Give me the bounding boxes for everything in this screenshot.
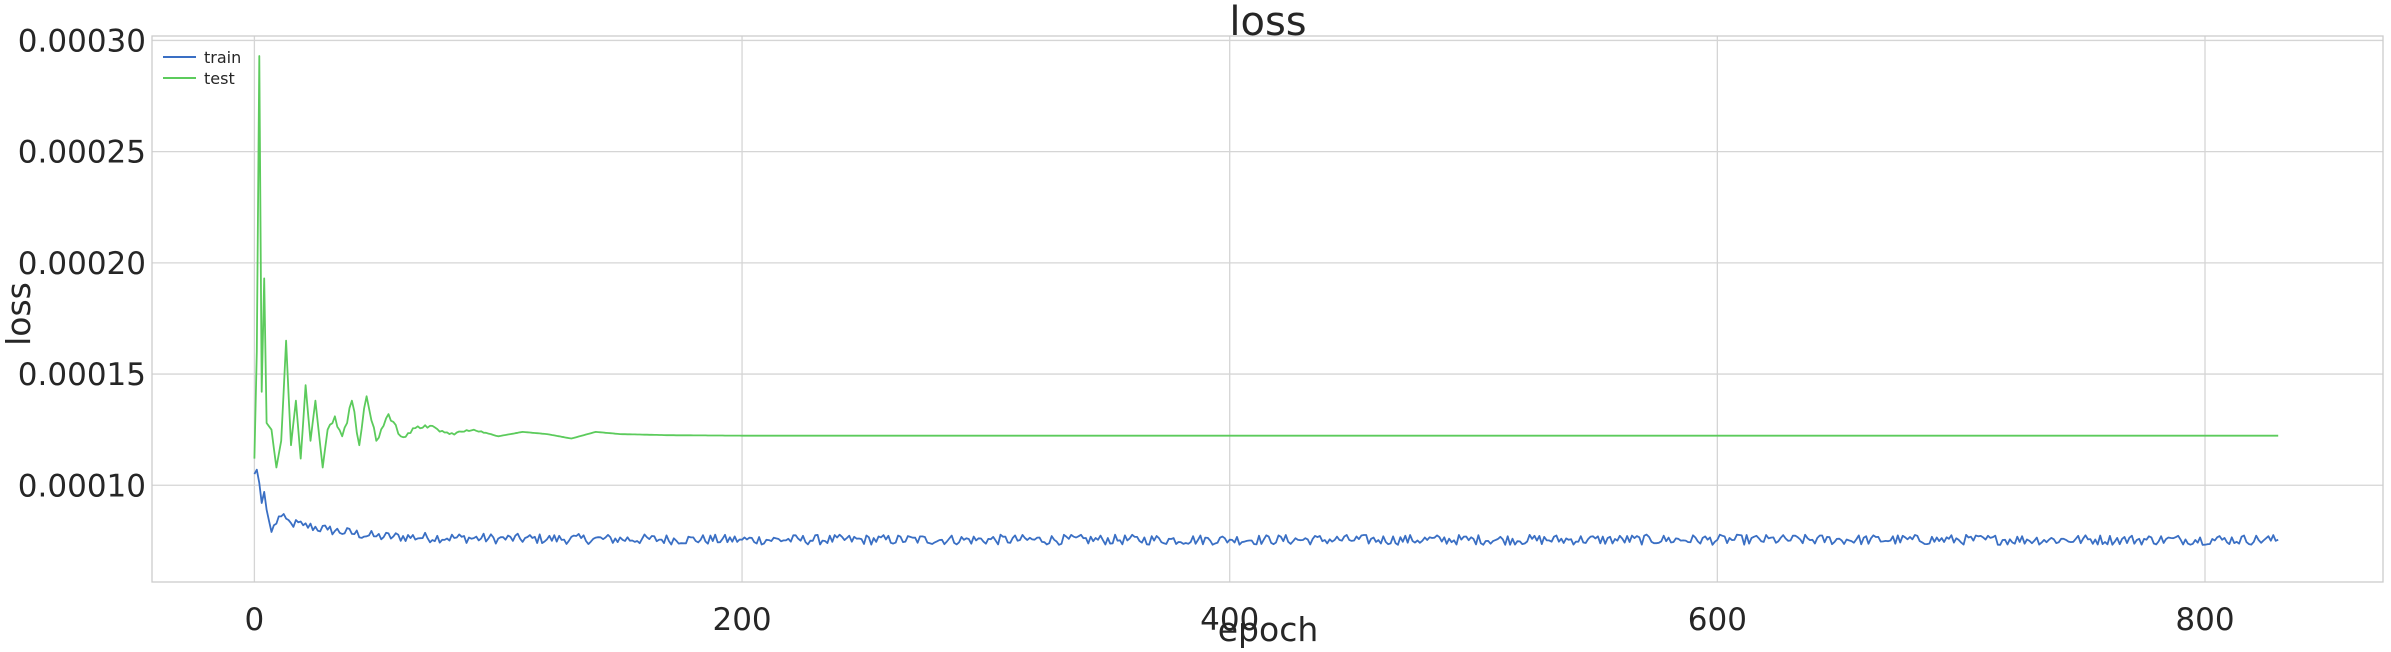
x-tick-label: 200: [712, 602, 771, 638]
legend-label-test: test: [204, 69, 235, 88]
x-axis-ticks: 0 200 400 600 800: [245, 602, 2235, 638]
y-axis-ticks: 0.00010 0.00015 0.00020 0.00025 0.00030: [18, 23, 146, 504]
grid: [152, 36, 2383, 582]
x-tick-label: 400: [1200, 602, 1259, 638]
y-tick-label: 0.00020: [18, 246, 146, 282]
legend-label-train: train: [204, 48, 241, 67]
x-tick-label: 0: [245, 602, 265, 638]
y-axis-label: loss: [0, 282, 38, 346]
x-tick-label: 800: [2175, 602, 2234, 638]
legend: train test: [163, 48, 241, 88]
y-tick-label: 0.00010: [18, 468, 146, 504]
chart-title: loss: [1229, 0, 1306, 45]
y-tick-label: 0.00015: [18, 357, 146, 393]
series-lines: [253, 55, 2279, 546]
series-line-test: [253, 55, 2279, 469]
x-tick-label: 600: [1688, 602, 1747, 638]
y-tick-label: 0.00030: [18, 23, 146, 59]
series-line-train: [253, 468, 2279, 546]
plot-frame: [151, 35, 2384, 583]
y-tick-label: 0.00025: [18, 135, 146, 171]
x-axis-label: epoch: [1218, 610, 1319, 649]
